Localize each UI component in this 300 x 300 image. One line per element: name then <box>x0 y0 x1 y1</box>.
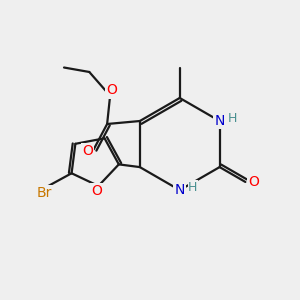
Text: H: H <box>188 181 197 194</box>
Text: H: H <box>228 112 237 125</box>
Text: N: N <box>175 183 185 197</box>
Text: O: O <box>106 83 117 98</box>
Text: O: O <box>92 184 102 198</box>
Text: O: O <box>248 175 259 189</box>
Text: Br: Br <box>36 186 52 200</box>
Text: N: N <box>214 114 225 128</box>
Text: O: O <box>82 144 93 158</box>
